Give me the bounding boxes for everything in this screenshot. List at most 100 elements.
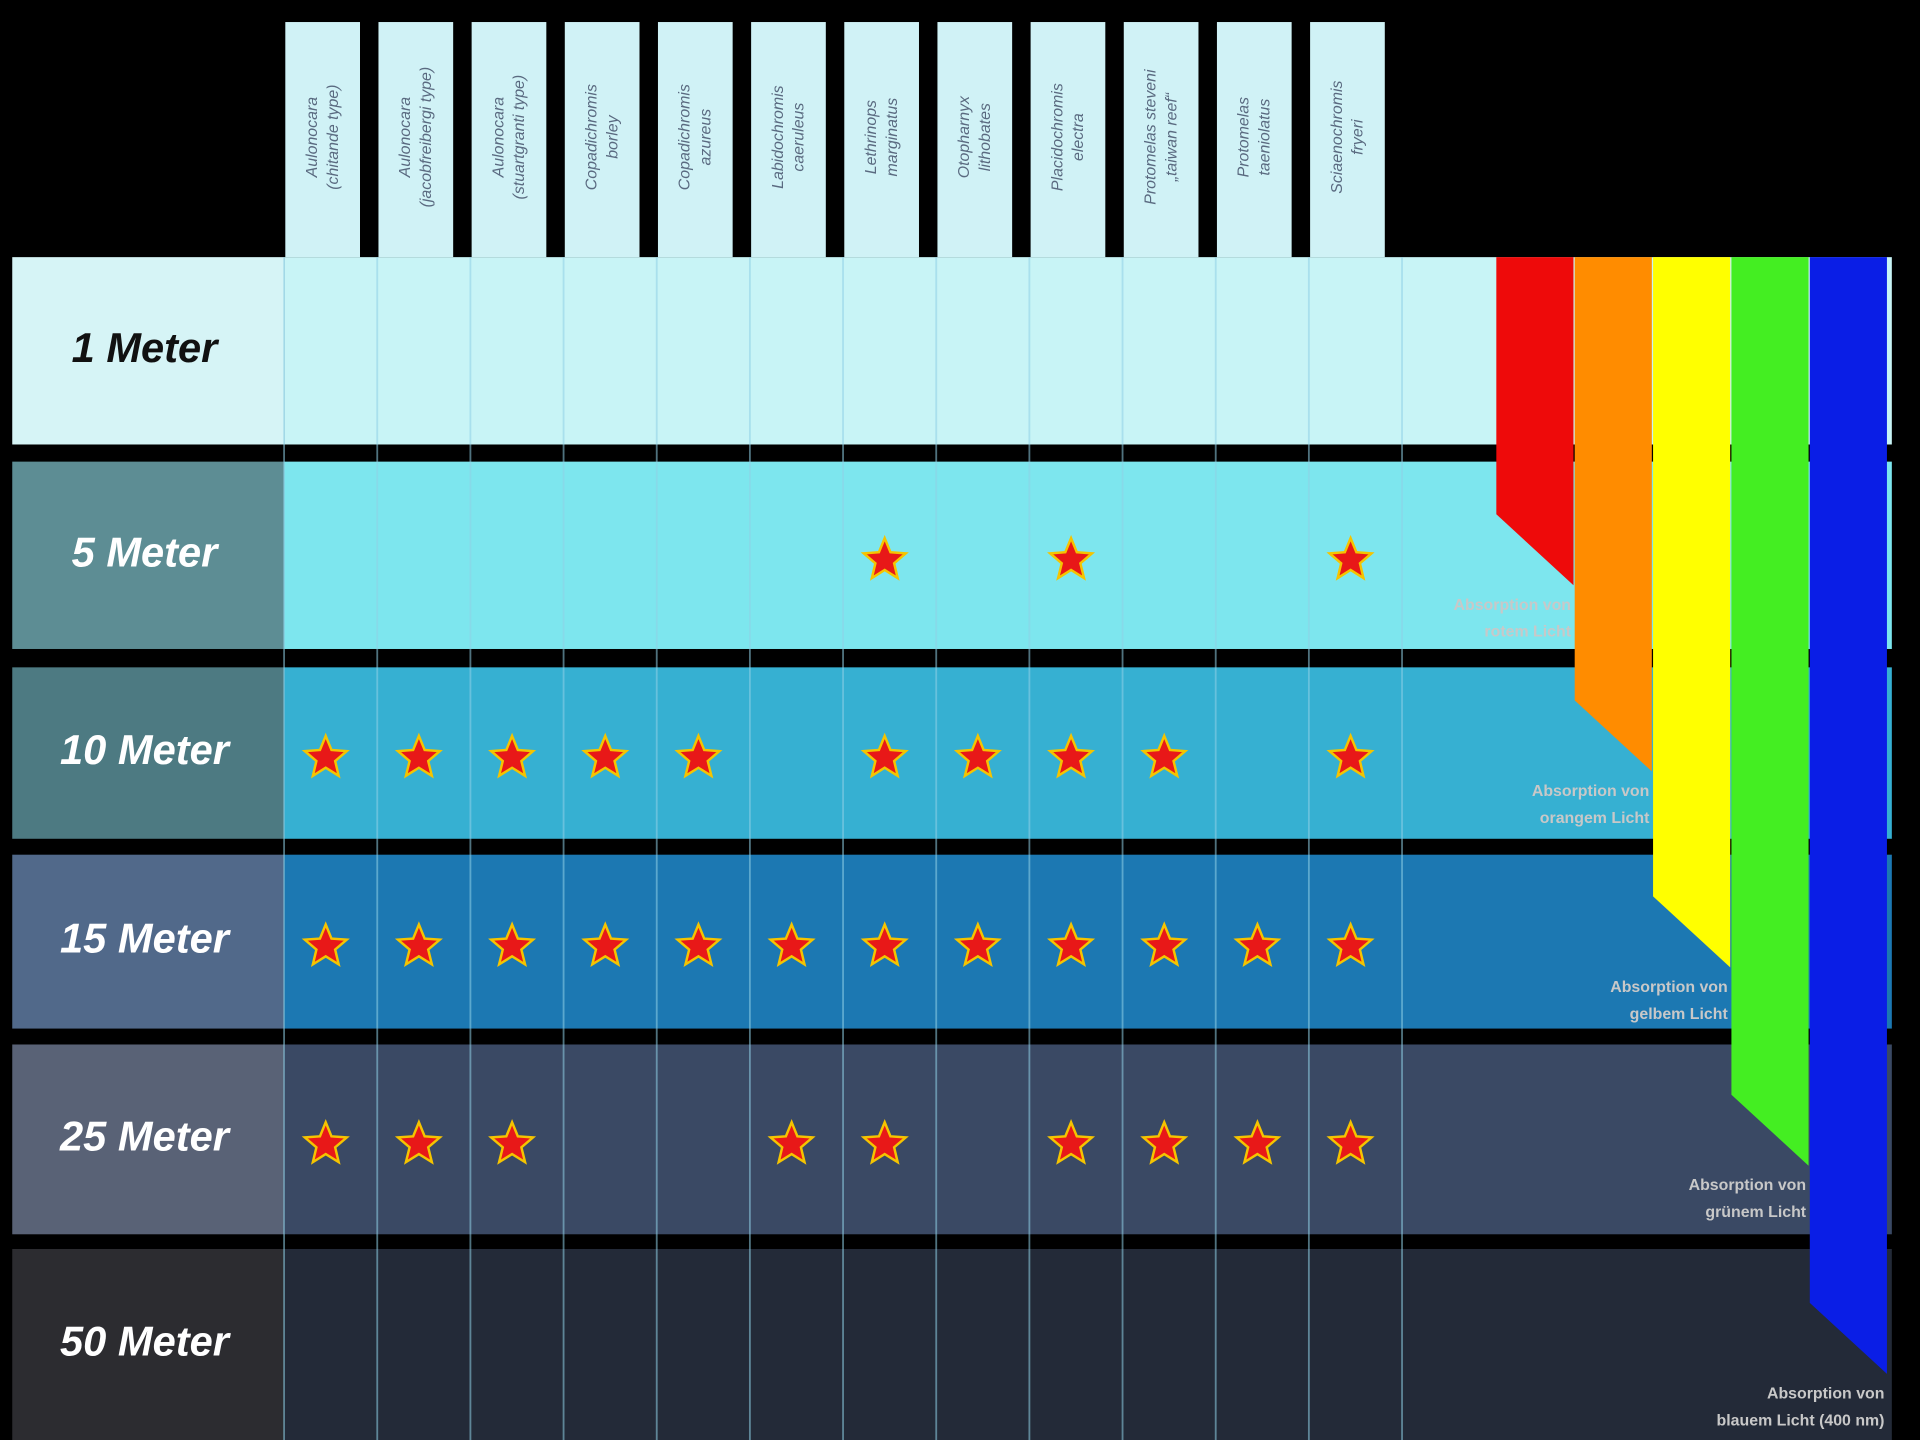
species-name: Protomelas: [1236, 97, 1253, 177]
depth-label: 15 Meter: [60, 915, 232, 962]
star: [581, 732, 630, 779]
species-name: Protomelas steveni: [1143, 69, 1160, 205]
species-card: [844, 22, 919, 258]
absorption-label: orangem Licht: [1540, 810, 1650, 827]
depth-label-bg: [12, 1248, 285, 1440]
star: [1140, 921, 1189, 968]
species-name: fryeri: [1350, 119, 1367, 155]
depth-label: 25 Meter: [59, 1112, 232, 1159]
absorption-label: Absorption von: [1453, 597, 1571, 614]
star: [581, 921, 630, 968]
star: [301, 1119, 350, 1165]
star: [1326, 921, 1375, 968]
absorption-label: Absorption von: [1767, 1385, 1885, 1402]
star: [953, 921, 1002, 968]
species-name: Copadichromis: [584, 84, 601, 190]
species-name: marginatus: [884, 98, 901, 177]
depth-label-bg: [12, 854, 285, 1029]
star: [1233, 1119, 1282, 1165]
absorption-label: Absorption von: [1610, 979, 1728, 996]
species-name: Sciaenochromis: [1329, 81, 1346, 194]
species-name: azureus: [698, 109, 715, 166]
star: [1233, 921, 1282, 968]
species-name: Labidochromis: [770, 85, 787, 188]
depth-label-bg: [12, 257, 285, 445]
species-name: Aulonocara: [397, 97, 414, 179]
depth-label: 10 Meter: [60, 726, 232, 773]
species-name: (chitande type): [325, 85, 342, 190]
species-name: caeruleus: [791, 103, 808, 172]
absorption-bar: [1731, 257, 1809, 1166]
species-card: [564, 22, 640, 258]
absorption-label: grünem Licht: [1705, 1204, 1806, 1221]
species-card: [285, 22, 360, 258]
star: [860, 921, 909, 968]
species-name: (jacobfreibergi type): [418, 67, 435, 208]
species-name: Aulonocara: [304, 97, 321, 179]
species-name: taeniolatus: [1257, 99, 1274, 176]
star: [674, 921, 723, 968]
species-card: [1123, 22, 1199, 258]
star: [394, 921, 443, 968]
star: [1326, 732, 1375, 779]
species-card: [471, 22, 547, 258]
absorption-bar: [1809, 257, 1887, 1374]
star: [860, 1119, 909, 1165]
star: [1047, 921, 1096, 968]
star: [1140, 1119, 1189, 1165]
species-name: borley: [604, 114, 621, 158]
species-name: Copadichromis: [677, 84, 694, 190]
depth-row-bg: [284, 1248, 1892, 1440]
species-card: [1310, 22, 1385, 258]
absorption-label: Absorption von: [1689, 1177, 1807, 1194]
absorption-bar: [1653, 257, 1731, 968]
species-name: lithobates: [977, 103, 994, 171]
depth-label: 5 Meter: [72, 528, 221, 575]
star: [1047, 732, 1096, 779]
species-card: [1216, 22, 1292, 258]
star: [301, 732, 350, 779]
species-name: Placidochromis: [1049, 83, 1066, 191]
species-card: [1030, 22, 1106, 258]
depth-label: 50 Meter: [60, 1317, 232, 1364]
star: [488, 921, 537, 968]
depth-label-bg: [12, 461, 285, 649]
star: [1047, 1119, 1096, 1165]
species-card: [657, 22, 733, 258]
star: [674, 732, 723, 779]
species-card: [751, 22, 826, 258]
species-name: Lethrinops: [863, 100, 880, 174]
star: [1326, 1119, 1375, 1165]
absorption-label: Absorption von: [1532, 783, 1650, 800]
species-name: „taiwan reef“: [1163, 92, 1180, 182]
star: [394, 732, 443, 779]
species-card: [378, 22, 454, 258]
star: [488, 1119, 537, 1165]
star: [394, 1119, 443, 1165]
absorption-label: blauem Licht (400 nm): [1717, 1412, 1885, 1429]
star: [1047, 534, 1096, 581]
absorption-bar: [1496, 257, 1574, 586]
star: [1140, 732, 1189, 779]
star: [767, 1119, 816, 1165]
star: [860, 534, 909, 581]
absorption-label: gelbem Licht: [1630, 1006, 1729, 1023]
species-name: electra: [1070, 113, 1087, 161]
star: [860, 732, 909, 779]
star: [301, 921, 350, 968]
absorption-label: rotem Licht: [1484, 624, 1571, 641]
species-name: Otopharnyx: [956, 95, 973, 178]
absorption-bar: [1574, 257, 1652, 772]
species-name: (stuartgranti type): [511, 75, 528, 200]
depth-label: 1 Meter: [72, 324, 221, 371]
star: [488, 732, 537, 779]
depth-label-bg: [12, 667, 285, 839]
species-name: Aulonocara: [490, 97, 507, 179]
star: [767, 921, 816, 968]
depth-label-bg: [12, 1044, 285, 1235]
species-card: [937, 22, 1013, 258]
star: [953, 732, 1002, 779]
star: [1326, 534, 1375, 581]
